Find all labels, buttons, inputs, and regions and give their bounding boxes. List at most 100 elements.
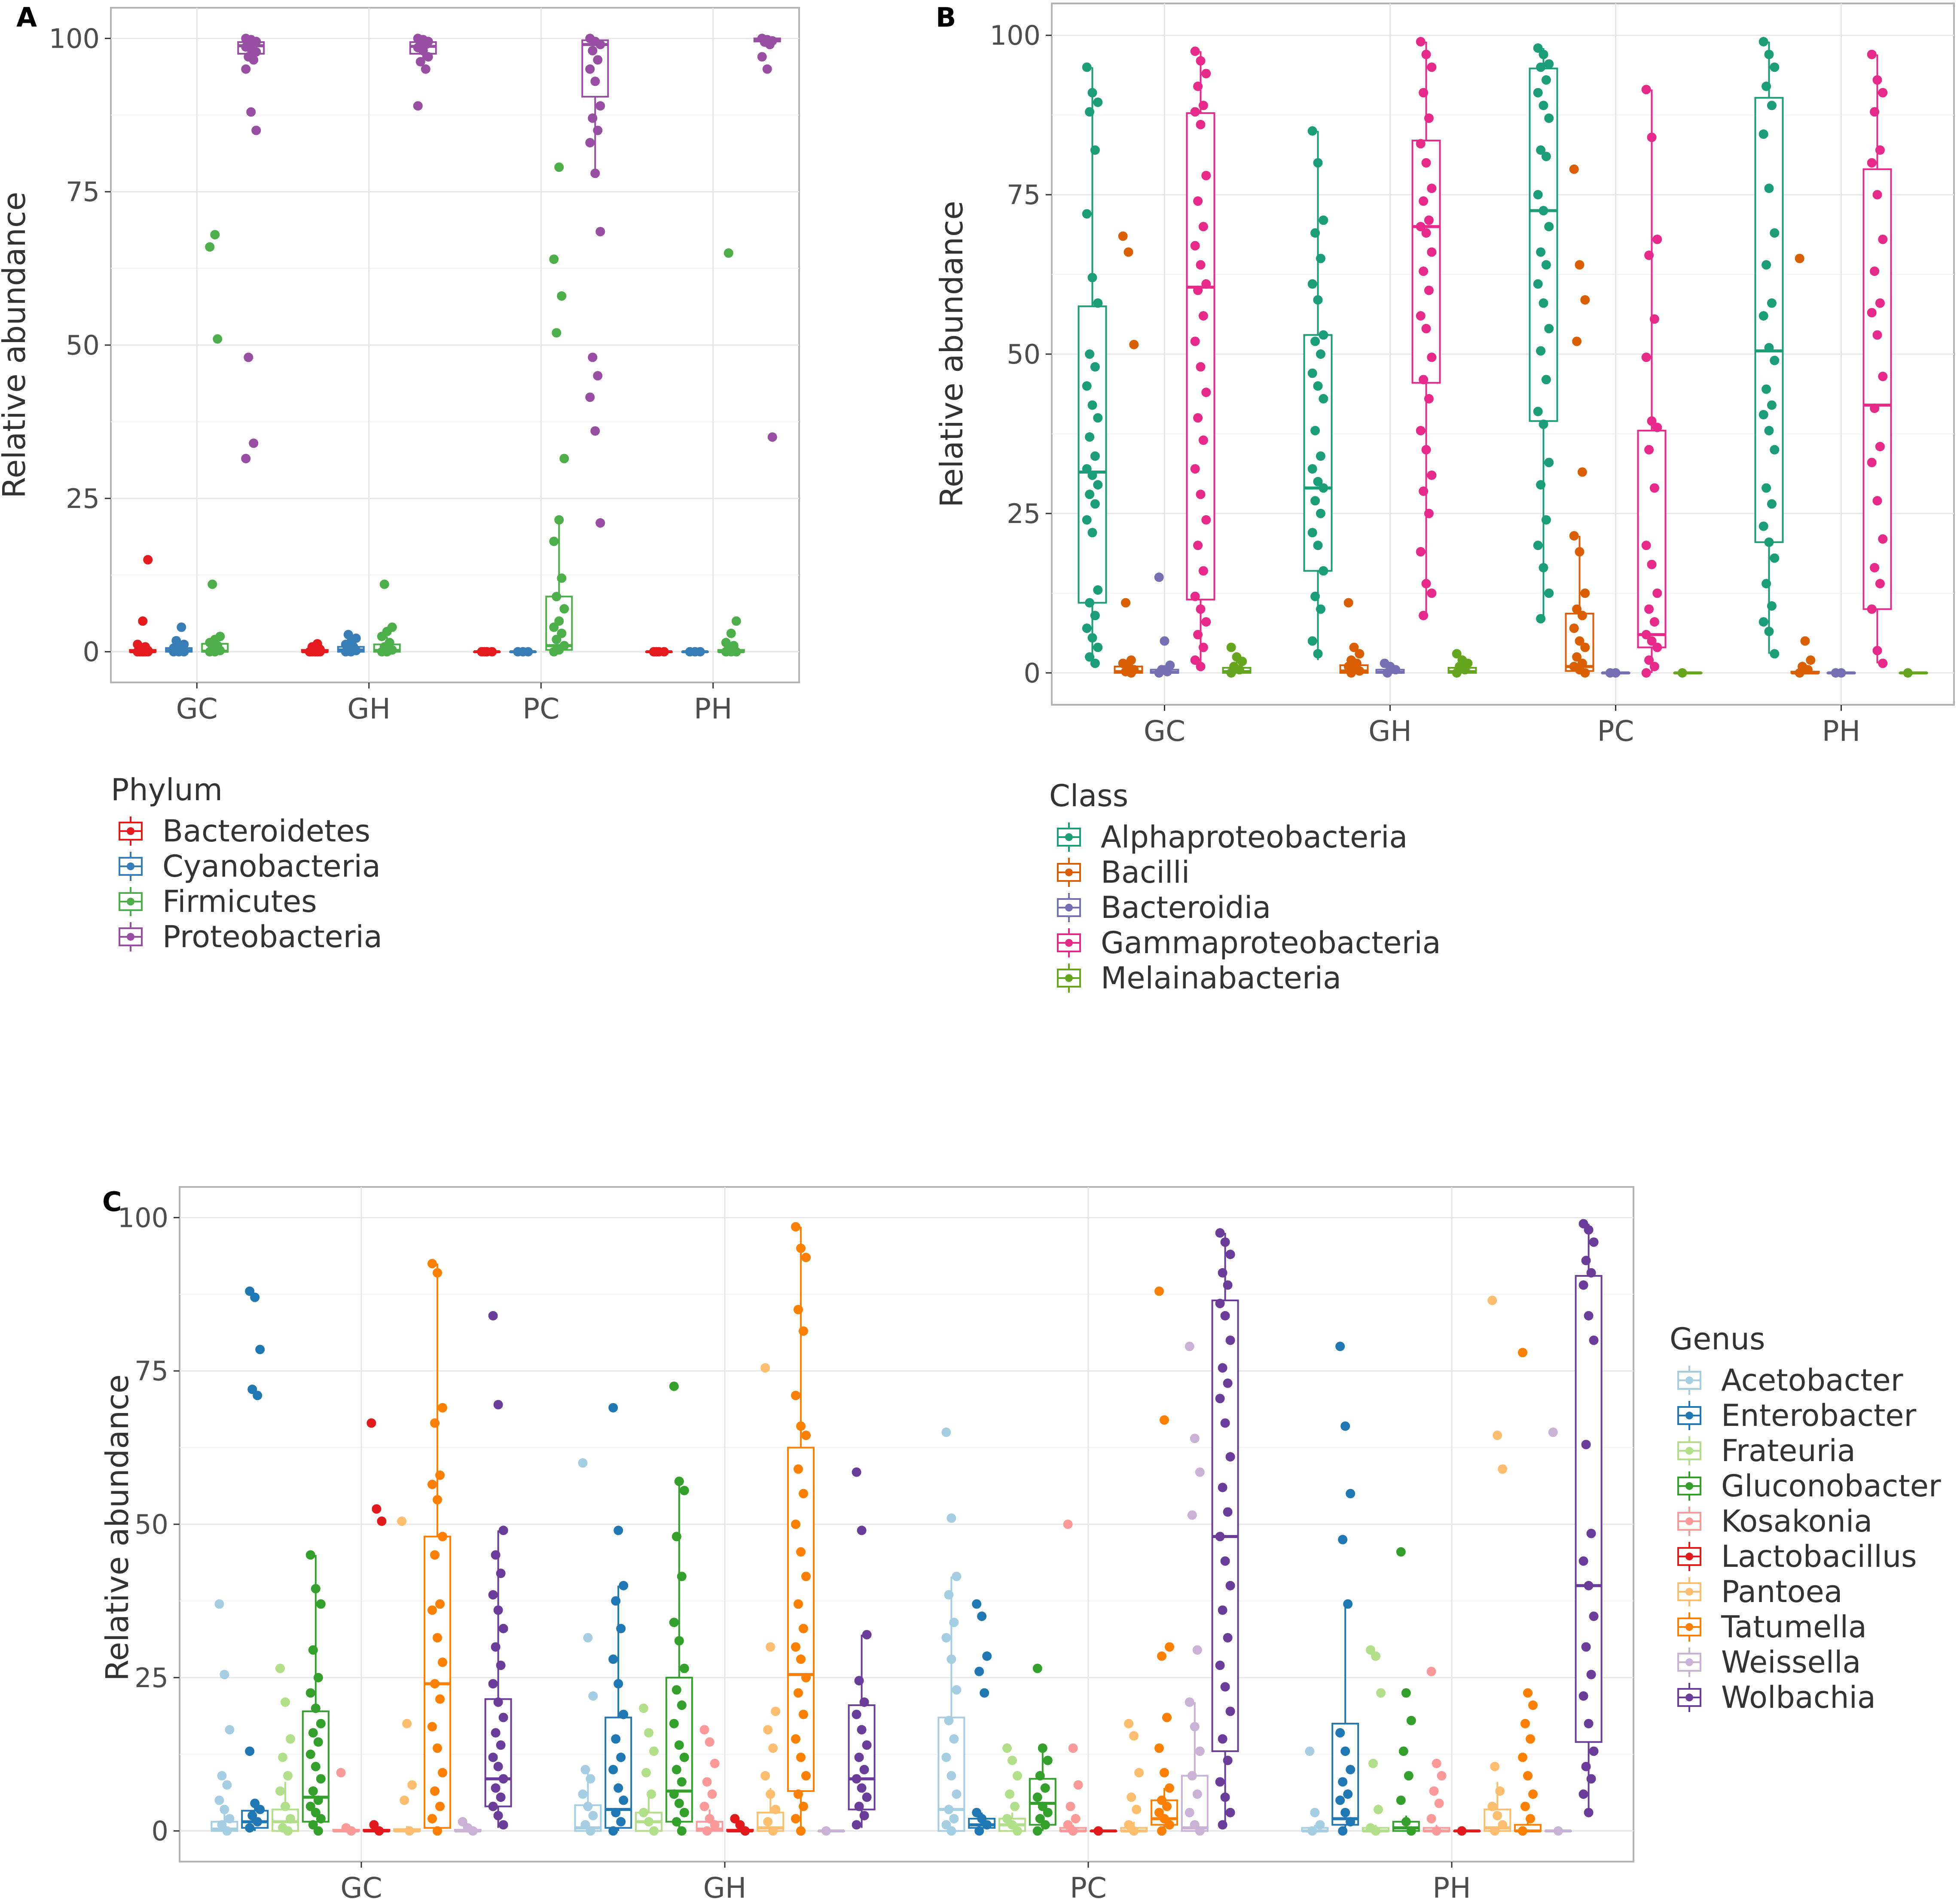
data-point bbox=[1404, 1771, 1414, 1781]
data-point bbox=[1093, 97, 1103, 107]
data-point bbox=[1533, 43, 1543, 53]
data-point bbox=[1762, 579, 1771, 589]
data-point bbox=[1424, 215, 1434, 225]
data-point bbox=[1132, 1804, 1142, 1814]
data-point bbox=[1190, 107, 1200, 117]
data-point bbox=[614, 1679, 623, 1689]
data-point bbox=[590, 76, 600, 86]
data-point bbox=[1652, 642, 1662, 652]
box-acetobacter-gc bbox=[211, 1599, 238, 1836]
data-point bbox=[608, 1764, 618, 1774]
data-point bbox=[608, 1654, 618, 1664]
data-point bbox=[1307, 464, 1317, 474]
data-point bbox=[496, 1792, 506, 1802]
data-point bbox=[857, 1526, 867, 1535]
legend-item-proteobacteria: Proteobacteria bbox=[119, 919, 382, 954]
data-point bbox=[1082, 381, 1092, 391]
legend-label: Bacteroidia bbox=[1101, 890, 1271, 925]
legend-label: Lactobacillus bbox=[1721, 1539, 1917, 1574]
data-point bbox=[1544, 59, 1554, 69]
data-point bbox=[1518, 1348, 1527, 1358]
legend-item-bacteroidetes: Bacteroidetes bbox=[119, 813, 370, 849]
data-point bbox=[1767, 601, 1777, 611]
data-point bbox=[1201, 69, 1211, 79]
data-point bbox=[1872, 496, 1882, 506]
data-point bbox=[1528, 1700, 1538, 1710]
data-point bbox=[593, 55, 603, 65]
data-point bbox=[1085, 107, 1095, 117]
data-point bbox=[1349, 642, 1359, 652]
box-alphaproteobacteria-gc bbox=[1078, 62, 1107, 668]
box-kosakonia-gc bbox=[332, 1768, 360, 1836]
data-point bbox=[1193, 413, 1203, 423]
data-point bbox=[1806, 655, 1816, 665]
data-point bbox=[1427, 247, 1437, 257]
box-bacteroidia-gc bbox=[1150, 572, 1179, 678]
data-point bbox=[343, 630, 353, 639]
data-point bbox=[972, 1599, 982, 1609]
data-point bbox=[255, 1345, 265, 1355]
data-point bbox=[1187, 1510, 1197, 1520]
data-point bbox=[1867, 604, 1877, 614]
data-point bbox=[1338, 1777, 1348, 1787]
legend-key-dot bbox=[1685, 1412, 1693, 1419]
box-enterobacter-pc bbox=[968, 1599, 996, 1836]
data-point bbox=[1093, 298, 1103, 308]
data-point bbox=[1536, 346, 1546, 356]
data-point bbox=[1073, 1780, 1083, 1790]
data-point bbox=[1346, 668, 1356, 678]
box-gluconobacter-gc bbox=[302, 1550, 330, 1836]
data-point bbox=[677, 1777, 687, 1787]
data-point bbox=[1190, 655, 1200, 665]
data-point bbox=[1162, 667, 1172, 676]
data-point bbox=[1419, 266, 1429, 276]
data-point bbox=[493, 1810, 503, 1820]
data-point bbox=[1157, 1826, 1166, 1836]
legend-key-dot bbox=[1685, 1623, 1693, 1631]
data-point bbox=[669, 1381, 679, 1391]
data-point bbox=[1544, 222, 1554, 232]
data-point bbox=[799, 1709, 808, 1719]
data-point bbox=[1013, 1826, 1022, 1836]
data-point bbox=[1315, 1820, 1325, 1830]
data-point bbox=[1424, 113, 1434, 123]
data-point bbox=[1903, 668, 1913, 678]
data-point bbox=[801, 1673, 811, 1682]
data-point bbox=[1406, 1826, 1416, 1836]
data-point bbox=[796, 1421, 806, 1431]
data-point bbox=[1421, 324, 1431, 333]
data-point bbox=[946, 1826, 956, 1836]
data-point bbox=[757, 52, 767, 62]
data-point bbox=[1090, 145, 1100, 155]
data-point bbox=[220, 1670, 229, 1679]
data-point bbox=[305, 1749, 315, 1759]
data-point bbox=[1225, 1452, 1235, 1462]
data-point bbox=[791, 1814, 800, 1824]
data-point bbox=[1647, 416, 1657, 426]
data-point bbox=[1307, 1826, 1317, 1836]
marks-c bbox=[211, 1219, 1603, 1836]
data-point bbox=[767, 432, 777, 442]
y-tick-label: 75 bbox=[66, 176, 100, 208]
data-point bbox=[1878, 234, 1888, 244]
data-point bbox=[1368, 1758, 1378, 1768]
series-tatumella bbox=[424, 1222, 1542, 1836]
data-point bbox=[559, 454, 569, 464]
data-point bbox=[427, 1480, 437, 1489]
data-point bbox=[281, 1801, 290, 1811]
data-point bbox=[644, 1817, 653, 1827]
data-point bbox=[651, 647, 661, 657]
data-point bbox=[1082, 62, 1092, 72]
data-point bbox=[1641, 630, 1651, 639]
data-point bbox=[578, 1789, 588, 1799]
data-point bbox=[1536, 247, 1546, 257]
data-point bbox=[1154, 668, 1164, 678]
data-point bbox=[679, 1807, 689, 1817]
data-point bbox=[1764, 426, 1774, 436]
data-point bbox=[133, 639, 143, 649]
data-point bbox=[1316, 349, 1325, 359]
data-point bbox=[549, 536, 559, 546]
data-point bbox=[249, 55, 259, 65]
data-point bbox=[1569, 164, 1579, 174]
data-point bbox=[593, 125, 603, 135]
